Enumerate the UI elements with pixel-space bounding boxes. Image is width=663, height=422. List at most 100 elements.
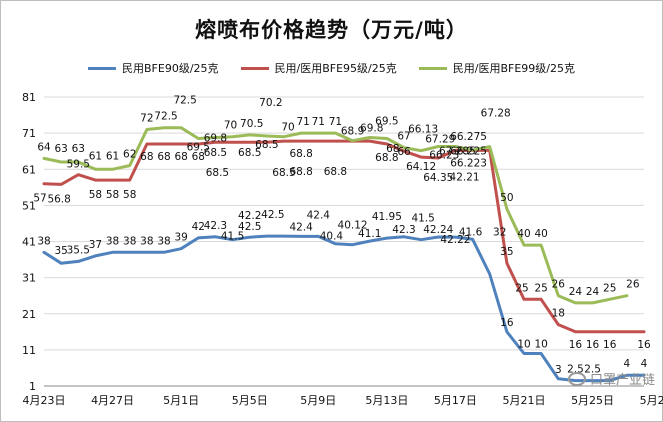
watermark-text: 口罩产业链 bbox=[589, 373, 655, 388]
data-label: 66 bbox=[397, 146, 411, 158]
data-label: 64.35 bbox=[423, 172, 453, 184]
data-label: 58 bbox=[106, 189, 119, 201]
data-label: 4 bbox=[641, 358, 648, 370]
legend-item-bfe90: 民用BFE90级/25克 bbox=[88, 60, 219, 76]
data-label: 42.4 bbox=[289, 221, 313, 233]
series-line-2 bbox=[42, 139, 646, 334]
legend-swatch-bfe99 bbox=[418, 66, 447, 70]
x-tick-label: 5月17日 bbox=[434, 394, 477, 407]
legend-swatch-bfe90 bbox=[88, 66, 116, 70]
data-label: 59.5 bbox=[67, 159, 90, 171]
data-label: 42.5 bbox=[261, 209, 284, 221]
data-label: 38 bbox=[157, 235, 170, 247]
data-label: 63 bbox=[72, 143, 85, 155]
data-label: 70.5 bbox=[240, 118, 263, 130]
data-label: 57 bbox=[33, 193, 46, 205]
data-label: 25 bbox=[515, 282, 528, 294]
y-tick-label: 1 bbox=[29, 380, 36, 393]
data-label: 68 bbox=[140, 151, 153, 163]
legend-label-bfe99: 民用/医用BFE99级/25克 bbox=[452, 62, 575, 75]
data-label: 70 bbox=[281, 122, 294, 134]
data-label: 68.5 bbox=[272, 167, 295, 179]
data-label: 56.8 bbox=[47, 193, 70, 205]
data-label: 66.275 bbox=[450, 131, 487, 143]
series-line-3 bbox=[42, 126, 629, 305]
data-label: 68.5 bbox=[255, 139, 278, 151]
data-label: 38 bbox=[106, 235, 119, 247]
data-label: 40 bbox=[517, 228, 530, 240]
data-label: 40 bbox=[534, 228, 547, 240]
data-label: 24 bbox=[569, 286, 583, 298]
data-label: 16 bbox=[586, 339, 600, 351]
data-label: 64 bbox=[37, 141, 51, 153]
data-label: 67.28 bbox=[481, 108, 511, 120]
data-label: 68 bbox=[157, 151, 170, 163]
data-label: 26 bbox=[626, 279, 640, 291]
data-label: 4 bbox=[624, 358, 631, 370]
x-tick-label: 5月29日 bbox=[640, 394, 663, 407]
data-label: 58 bbox=[123, 189, 136, 201]
wechat-icon bbox=[567, 371, 586, 386]
data-label: 68.9 bbox=[341, 126, 364, 138]
x-tick-label: 5月1日 bbox=[163, 394, 199, 407]
data-label: 40.4 bbox=[320, 231, 344, 243]
data-label: 72 bbox=[140, 113, 153, 125]
data-label: 61 bbox=[106, 150, 119, 162]
data-label: 68.8 bbox=[289, 166, 312, 178]
data-label: 35 bbox=[500, 246, 513, 258]
data-label: 71 bbox=[296, 116, 309, 128]
y-tick-label: 61 bbox=[22, 163, 36, 176]
data-label: 69.5 bbox=[375, 116, 398, 128]
data-label: 42 bbox=[192, 221, 205, 233]
y-tick-label: 81 bbox=[22, 91, 36, 104]
data-label: 25 bbox=[603, 282, 616, 294]
chart-title: 熔喷布价格趋势（万元/吨） bbox=[195, 18, 468, 42]
data-label: 16 bbox=[603, 339, 617, 351]
data-label: 35 bbox=[54, 245, 67, 257]
data-label: 64.12 bbox=[406, 161, 436, 173]
x-tick-label: 4月23日 bbox=[23, 394, 66, 407]
data-label: 26 bbox=[552, 279, 566, 291]
data-label: 69.5 bbox=[187, 142, 210, 154]
data-label: 16 bbox=[569, 339, 583, 351]
data-label: 42.2 bbox=[238, 210, 261, 222]
data-label: 68.8 bbox=[289, 148, 312, 160]
data-label: 50 bbox=[500, 192, 513, 204]
data-label: 66.13 bbox=[408, 124, 438, 136]
data-label: 42.3 bbox=[392, 224, 415, 236]
data-label: 38 bbox=[37, 235, 50, 247]
data-label: 66.23 bbox=[429, 149, 459, 161]
data-label: 67.285 bbox=[439, 146, 476, 158]
data-label: 68.8 bbox=[375, 152, 398, 164]
data-label: 40.12 bbox=[338, 220, 368, 232]
data-label: 42.5 bbox=[238, 221, 261, 233]
legend: 民用BFE90级/25克 民用/医用BFE95级/25克 民用/医用BFE99级… bbox=[88, 60, 575, 76]
y-tick-label: 21 bbox=[22, 308, 36, 321]
data-label: 70 bbox=[224, 120, 237, 132]
y-tick-label: 71 bbox=[22, 127, 36, 140]
y-tick-label: 41 bbox=[22, 236, 36, 249]
data-label: 68 bbox=[386, 143, 399, 155]
data-label: 58 bbox=[89, 189, 102, 201]
legend-label-bfe95: 民用/医用BFE95级/25克 bbox=[274, 62, 397, 75]
data-label: 42.22 bbox=[440, 234, 470, 246]
data-label: 41.6 bbox=[459, 226, 483, 238]
x-tick-label: 5月21日 bbox=[503, 394, 546, 407]
data-label: 72.5 bbox=[173, 95, 196, 107]
data-label: 35.5 bbox=[67, 244, 90, 256]
data-label: 38 bbox=[123, 235, 136, 247]
legend-item-bfe95: 民用/医用BFE95级/25克 bbox=[240, 60, 397, 76]
data-label: 69.8 bbox=[360, 122, 383, 134]
data-label: 67.29 bbox=[425, 134, 455, 146]
x-tick-label: 5月25日 bbox=[571, 394, 614, 407]
legend-swatch-bfe95 bbox=[240, 66, 269, 70]
data-label: 68.8 bbox=[324, 166, 347, 178]
data-label: 72.5 bbox=[154, 111, 177, 123]
x-tick-label: 4月27日 bbox=[91, 394, 134, 407]
data-label: 70.2 bbox=[259, 97, 282, 109]
data-label: 66.225 bbox=[450, 145, 487, 157]
data-label: 37 bbox=[89, 239, 102, 251]
legend-label-bfe90: 民用BFE90级/25克 bbox=[122, 62, 219, 75]
